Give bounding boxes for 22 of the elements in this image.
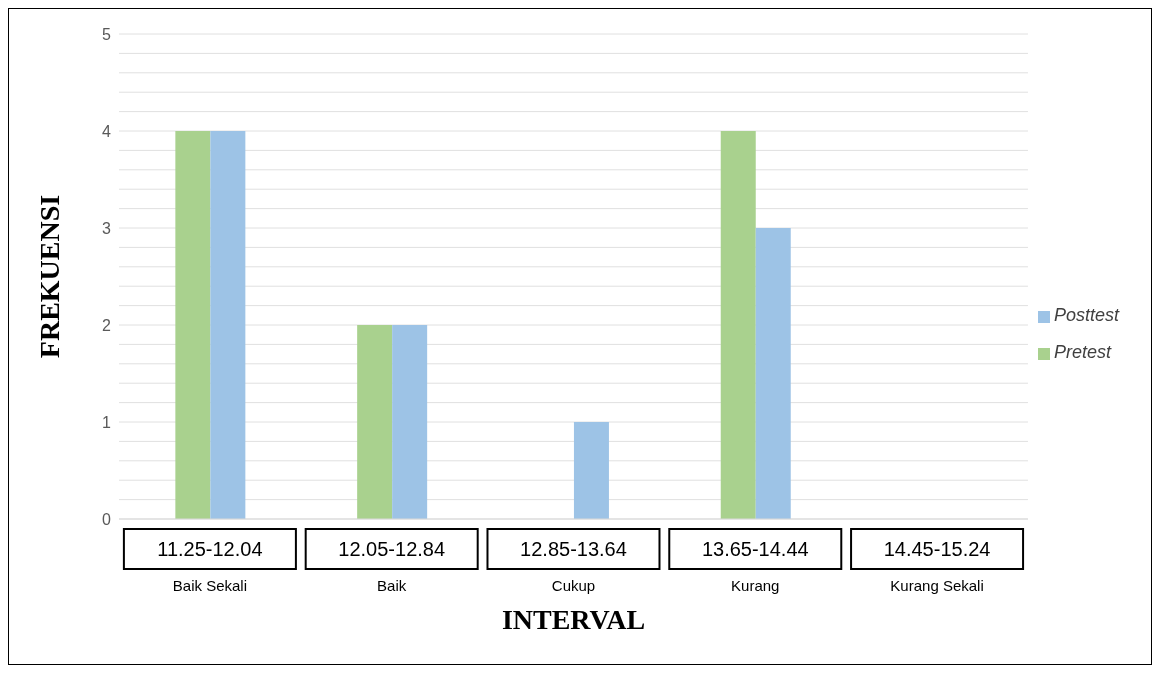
bar bbox=[573, 422, 609, 519]
bar bbox=[392, 325, 428, 519]
y-tick-label: 3 bbox=[102, 219, 112, 237]
y-tick-label: 5 bbox=[102, 25, 112, 43]
legend-label: Pretest bbox=[1053, 342, 1111, 362]
x-tick-label: 12.05-12.84 Baik bbox=[338, 538, 446, 594]
x-tick-label: 11.25-12.04 Baik Sekali bbox=[157, 538, 263, 594]
y-tick-label: 1 bbox=[102, 413, 112, 431]
x-tick-label: 13.65-14.44 Kurang bbox=[701, 538, 809, 594]
y-tick-label: 0 bbox=[102, 510, 112, 528]
legend-label: Posttest bbox=[1053, 305, 1119, 325]
y-axis-title: FREKUENSI bbox=[33, 194, 65, 359]
bar bbox=[175, 131, 211, 519]
bar bbox=[755, 228, 791, 519]
x-tick-label: 14.45-15.24 Kurang Sekali bbox=[883, 538, 991, 594]
bar bbox=[720, 131, 756, 519]
y-tick-label: 4 bbox=[102, 122, 112, 140]
y-tick-label: 2 bbox=[102, 316, 112, 334]
bar bbox=[357, 325, 393, 519]
x-tick-label: 12.85-13.64 Cukup bbox=[520, 538, 627, 594]
bar bbox=[210, 131, 246, 519]
x-axis-title: INTERVAL bbox=[501, 604, 646, 635]
